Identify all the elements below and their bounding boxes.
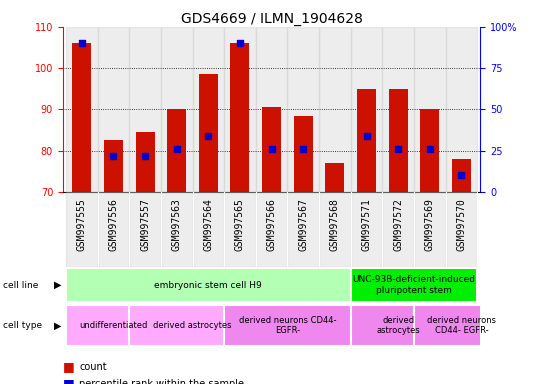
Bar [351, 192, 382, 267]
Bar [193, 27, 224, 192]
Bar [129, 305, 256, 346]
Text: derived neurons
CD44- EGFR-: derived neurons CD44- EGFR- [427, 316, 496, 335]
Bar [66, 192, 98, 267]
Bar [357, 89, 376, 192]
Bar [262, 108, 281, 192]
Bar [161, 192, 193, 267]
Text: UNC-93B-deficient-induced
pluripotent stem: UNC-93B-deficient-induced pluripotent st… [353, 275, 476, 295]
Bar [389, 89, 408, 192]
Bar [351, 305, 446, 346]
Bar [224, 305, 351, 346]
Text: derived neurons CD44-
EGFR-: derived neurons CD44- EGFR- [239, 316, 336, 335]
Text: GSM997569: GSM997569 [425, 198, 435, 251]
Bar [414, 27, 446, 192]
Text: GSM997567: GSM997567 [298, 198, 308, 251]
Point [425, 146, 434, 152]
Text: GSM997570: GSM997570 [456, 198, 466, 251]
Bar [230, 43, 250, 192]
Point [268, 146, 276, 152]
Point [299, 146, 307, 152]
Bar [452, 159, 471, 192]
Bar [167, 109, 186, 192]
Text: cell type: cell type [3, 321, 42, 330]
Point [362, 133, 371, 139]
Text: percentile rank within the sample: percentile rank within the sample [79, 379, 244, 384]
Bar [224, 192, 256, 267]
Point [457, 172, 466, 179]
Point [141, 152, 150, 159]
Bar [319, 27, 351, 192]
Text: ■: ■ [63, 360, 75, 373]
Bar [66, 305, 161, 346]
Bar [193, 192, 224, 267]
Bar [287, 27, 319, 192]
Text: cell line: cell line [3, 281, 38, 290]
Bar [446, 27, 477, 192]
Bar [256, 192, 287, 267]
Text: GSM997563: GSM997563 [171, 198, 182, 251]
Text: GSM997564: GSM997564 [203, 198, 213, 251]
Text: ▶: ▶ [54, 320, 61, 331]
Text: GSM997572: GSM997572 [393, 198, 403, 251]
Bar [199, 74, 218, 192]
Bar [382, 27, 414, 192]
Point [109, 152, 118, 159]
Text: undifferentiated: undifferentiated [79, 321, 147, 330]
Text: GSM997557: GSM997557 [140, 198, 150, 251]
Point [394, 146, 402, 152]
Bar [104, 141, 123, 192]
Bar [287, 192, 319, 267]
Bar [72, 43, 91, 192]
Text: GSM997555: GSM997555 [77, 198, 87, 251]
Bar [224, 27, 256, 192]
Text: embryonic stem cell H9: embryonic stem cell H9 [155, 281, 262, 290]
Text: GSM997556: GSM997556 [109, 198, 118, 251]
Bar [129, 192, 161, 267]
Bar [98, 27, 129, 192]
Bar [256, 27, 287, 192]
Bar [351, 268, 477, 302]
Bar [420, 109, 440, 192]
Bar [382, 192, 414, 267]
Bar [325, 163, 345, 192]
Text: GSM997565: GSM997565 [235, 198, 245, 251]
Point [236, 40, 245, 46]
Point [173, 146, 181, 152]
Point [204, 133, 213, 139]
Bar [129, 27, 161, 192]
Point [78, 40, 86, 46]
Bar [294, 116, 313, 192]
Title: GDS4669 / ILMN_1904628: GDS4669 / ILMN_1904628 [181, 12, 363, 26]
Bar [319, 192, 351, 267]
Bar [66, 27, 98, 192]
Bar [161, 27, 193, 192]
Bar [351, 27, 382, 192]
Bar [446, 192, 477, 267]
Bar [414, 305, 509, 346]
Text: GSM997566: GSM997566 [266, 198, 277, 251]
Text: count: count [79, 362, 107, 372]
Text: derived astrocytes: derived astrocytes [153, 321, 232, 330]
Bar [98, 192, 129, 267]
Text: GSM997568: GSM997568 [330, 198, 340, 251]
Bar [135, 132, 155, 192]
Bar [66, 268, 351, 302]
Bar [414, 192, 446, 267]
Text: derived
astrocytes: derived astrocytes [376, 316, 420, 335]
Text: ■: ■ [63, 377, 75, 384]
Text: ▶: ▶ [54, 280, 61, 290]
Text: GSM997571: GSM997571 [361, 198, 372, 251]
